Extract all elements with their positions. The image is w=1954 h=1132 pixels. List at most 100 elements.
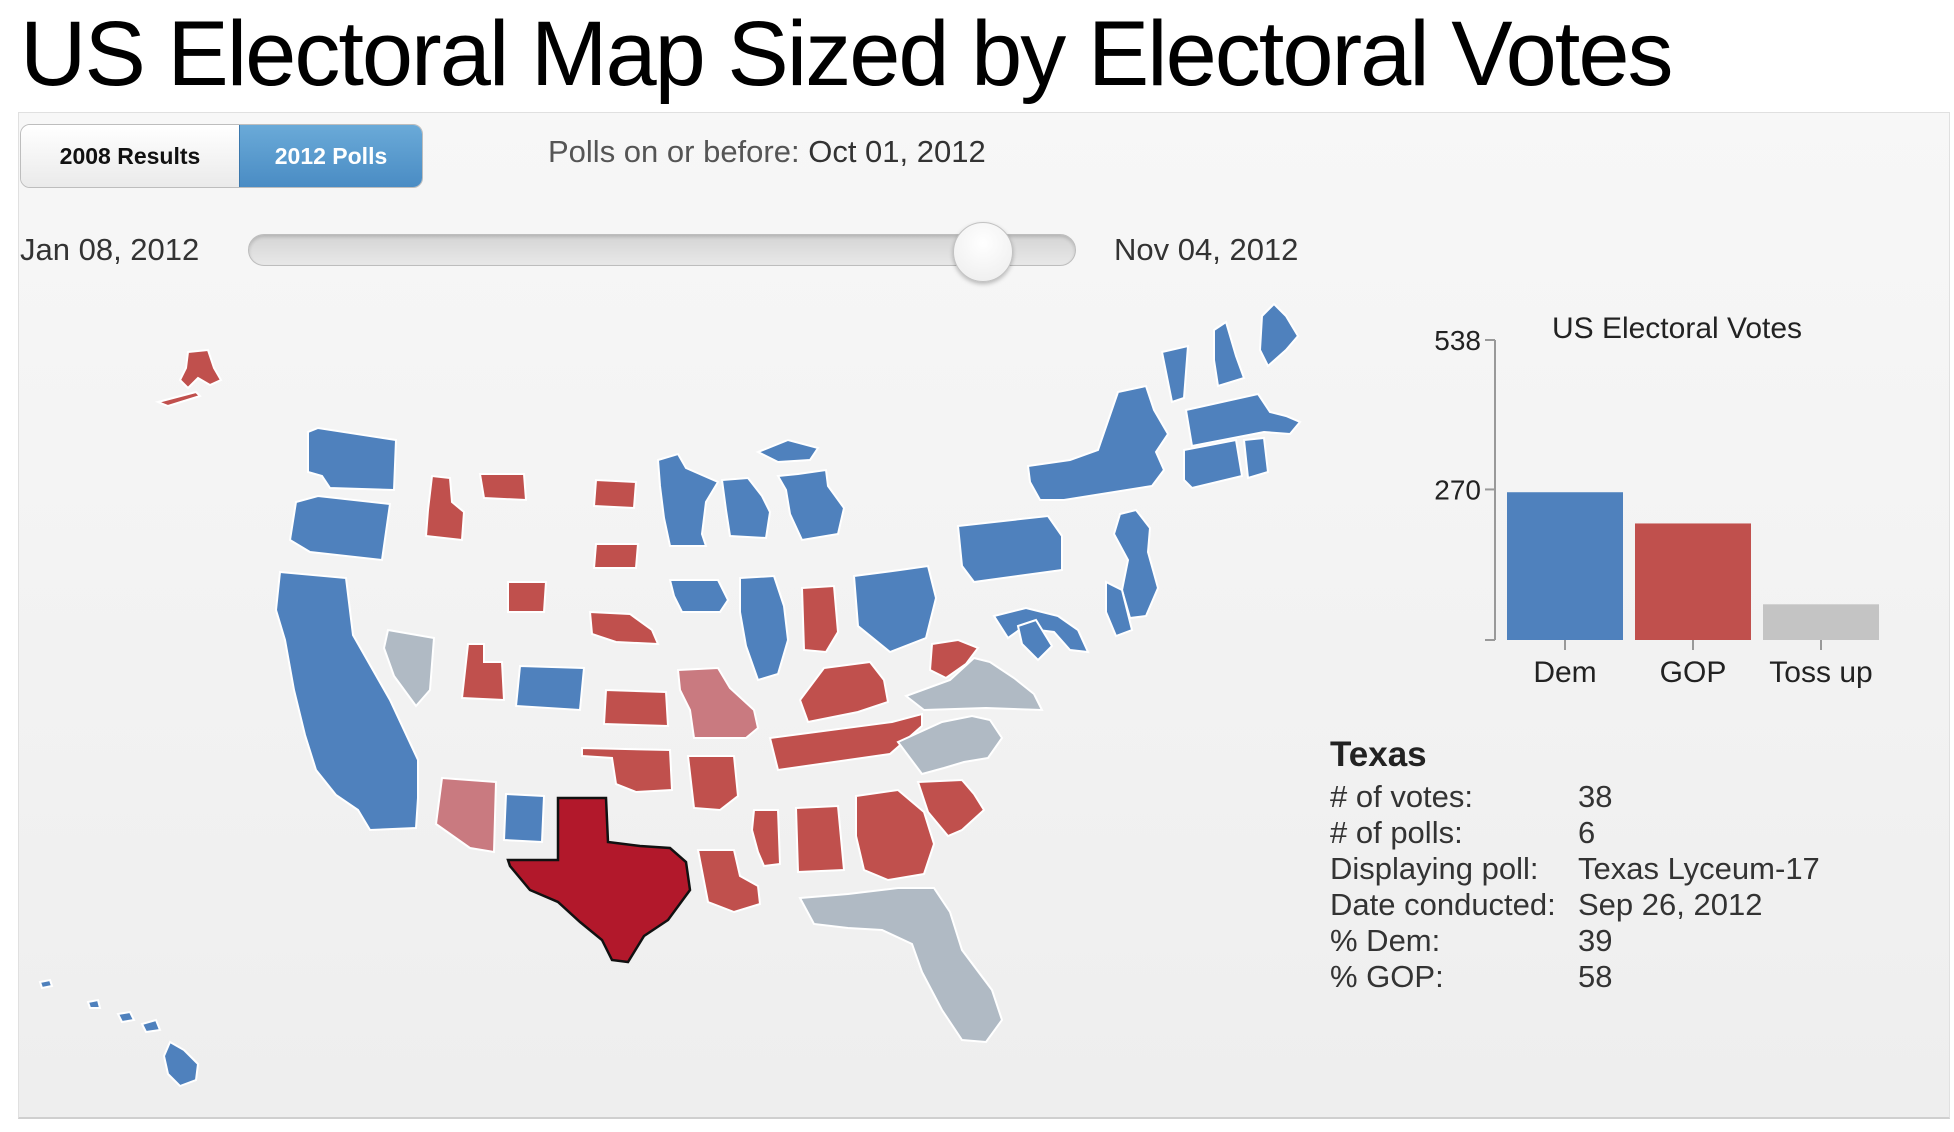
state-info-panel: Texas # of votes: 38 # of polls: 6 Displayin…	[1330, 735, 1820, 995]
x-label-toss-up: Toss up	[1769, 656, 1872, 689]
page-title: US Electoral Map Sized by Electoral Vote…	[20, 3, 1673, 105]
date-slider-thumb[interactable]	[953, 222, 1013, 282]
state-colorado[interactable]	[514, 664, 586, 712]
state-connecticut[interactable]	[1183, 438, 1244, 490]
chart-title: US Electoral Votes	[1552, 312, 1802, 345]
state-north-carolina[interactable]	[896, 714, 1004, 776]
info-label: % Dem:	[1330, 923, 1441, 958]
state-dc	[1016, 618, 1054, 662]
info-label: % GOP:	[1330, 959, 1444, 994]
state-west-virginia[interactable]	[928, 638, 980, 680]
info-row: Date conducted: Sep 26, 2012	[1330, 887, 1820, 923]
state-washington[interactable]	[307, 426, 398, 492]
state-hawaii-2	[86, 998, 102, 1009]
polls-date-readout: Polls on or before: Oct 01, 2012	[548, 134, 986, 170]
electoral-map	[38, 302, 1302, 1088]
state-idaho[interactable]	[424, 474, 466, 542]
info-row: % Dem: 39	[1330, 923, 1820, 959]
state-wyoming[interactable]	[507, 581, 548, 613]
state-hawaii-1[interactable]	[38, 978, 54, 990]
state-vermont[interactable]	[1160, 344, 1190, 404]
slider-end-label: Nov 04, 2012	[1114, 232, 1299, 267]
polls-2012-button[interactable]: 2012 Polls	[239, 125, 422, 187]
state-alaska[interactable]	[178, 348, 223, 390]
state-missouri[interactable]	[676, 666, 760, 739]
state-wisconsin[interactable]	[720, 476, 772, 540]
results-2008-button[interactable]: 2008 Results	[21, 125, 239, 187]
state-michigan-up	[755, 438, 820, 464]
state-texas[interactable]	[506, 796, 692, 964]
state-arizona[interactable]	[434, 776, 498, 854]
info-label: Displaying poll:	[1330, 851, 1539, 886]
state-florida[interactable]	[798, 887, 1004, 1044]
state-oklahoma[interactable]	[581, 746, 674, 794]
info-table: # of votes: 38 # of polls: 6 Displaying poll…	[1330, 779, 1820, 995]
bar-gop	[1635, 523, 1751, 640]
state-maine[interactable]	[1258, 302, 1300, 368]
state-ohio[interactable]	[852, 564, 938, 654]
electoral-votes-chart: US Electoral Votes 538 270 Dem GOP Toss up	[1434, 312, 1879, 689]
info-value: 39	[1578, 923, 1613, 958]
state-massachusetts[interactable]	[1184, 392, 1302, 448]
state-delaware[interactable]	[1105, 580, 1134, 638]
state-georgia[interactable]	[855, 788, 936, 882]
state-new-mexico[interactable]	[502, 792, 546, 844]
slider-start-label: Jan 08, 2012	[20, 232, 200, 267]
state-utah[interactable]	[460, 643, 506, 702]
state-nevada[interactable]	[382, 628, 436, 708]
state-illinois[interactable]	[739, 574, 790, 682]
state-hawaii-3	[116, 1010, 136, 1024]
state-nebraska[interactable]	[588, 610, 660, 646]
state-arkansas[interactable]	[686, 755, 740, 812]
state-pennsylvania[interactable]	[956, 514, 1063, 584]
info-state-name: Texas	[1330, 735, 1427, 774]
state-tennessee[interactable]	[768, 712, 923, 772]
info-row: # of votes: 38	[1330, 779, 1820, 815]
state-kansas[interactable]	[602, 688, 670, 728]
state-new-jersey[interactable]	[1112, 508, 1160, 620]
polls-date-value: Oct 01, 2012	[808, 134, 986, 169]
y-tick-label: 270	[1434, 474, 1481, 505]
info-label: Date conducted:	[1330, 887, 1556, 922]
info-value: Sep 26, 2012	[1578, 887, 1763, 922]
info-value: 58	[1578, 959, 1613, 994]
state-alabama[interactable]	[794, 804, 846, 874]
state-virginia[interactable]	[903, 656, 1044, 712]
state-new-york[interactable]	[1026, 384, 1170, 501]
bar-dem	[1507, 492, 1623, 640]
x-label-dem: Dem	[1533, 656, 1596, 689]
chart-y-axis: 538 270	[1434, 325, 1496, 641]
info-label: # of polls:	[1330, 815, 1463, 850]
state-montana[interactable]	[478, 473, 528, 502]
info-value: 6	[1578, 815, 1596, 850]
state-iowa[interactable]	[668, 579, 730, 613]
state-hawaii-4	[140, 1018, 162, 1034]
info-row: Displaying poll: Texas Lyceum-17	[1330, 851, 1820, 887]
state-south-carolina[interactable]	[916, 778, 986, 838]
state-north-dakota[interactable]	[592, 478, 638, 510]
state-south-dakota[interactable]	[592, 543, 640, 569]
state-indiana[interactable]	[800, 584, 840, 654]
state-mississippi[interactable]	[750, 809, 782, 868]
chart-x-labels: Dem GOP Toss up	[1533, 640, 1873, 689]
state-michigan[interactable]	[776, 468, 846, 542]
chart-bars	[1507, 492, 1879, 640]
dataset-toggle: 2008 Results 2012 Polls	[20, 124, 423, 188]
state-california[interactable]	[274, 570, 419, 832]
state-hawaii-5	[162, 1040, 200, 1088]
info-row: % GOP: 58	[1330, 959, 1820, 995]
state-minnesota[interactable]	[656, 452, 720, 547]
info-row: # of polls: 6	[1330, 815, 1820, 851]
state-kentucky[interactable]	[798, 660, 890, 724]
state-rhode-island[interactable]	[1242, 436, 1270, 480]
polls-date-prefix: Polls on or before:	[548, 134, 800, 169]
y-tick-label: 538	[1434, 325, 1481, 356]
info-value: 38	[1578, 779, 1613, 814]
state-alaska-tail	[154, 390, 202, 408]
info-label: # of votes:	[1330, 779, 1474, 814]
x-label-gop: GOP	[1660, 656, 1727, 689]
date-slider-track[interactable]	[248, 234, 1076, 266]
state-new-hampshire[interactable]	[1213, 320, 1246, 388]
state-oregon[interactable]	[288, 494, 392, 562]
state-louisiana[interactable]	[696, 849, 762, 914]
